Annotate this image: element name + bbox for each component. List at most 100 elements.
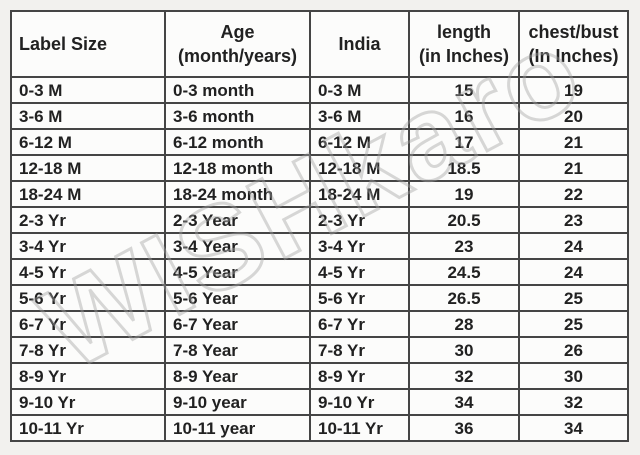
table-cell: 24.5	[408, 258, 520, 286]
table-cell: 23	[408, 232, 520, 260]
table-cell: 18.5	[408, 154, 520, 182]
table-cell: 7-8 Year	[164, 336, 311, 364]
header-cell-age: Age (month/years)	[164, 10, 311, 78]
table-cell: 21	[518, 154, 629, 182]
table-cell: 18-24 M	[10, 180, 166, 208]
header-cell-chest-bust: chest/bust (In Inches)	[518, 10, 629, 78]
table-cell: 10-11 Yr	[309, 414, 410, 442]
table-cell: 9-10 year	[164, 388, 311, 416]
table-cell: 7-8 Yr	[309, 336, 410, 364]
table-cell: 8-9 Year	[164, 362, 311, 390]
table-cell: 9-10 Yr	[10, 388, 166, 416]
table-cell: 12-18 M	[10, 154, 166, 182]
table-cell: 16	[408, 102, 520, 130]
table-cell: 0-3 M	[10, 76, 166, 104]
table-cell: 17	[408, 128, 520, 156]
table-cell: 24	[518, 232, 629, 260]
table-cell: 9-10 Yr	[309, 388, 410, 416]
table-cell: 4-5 Year	[164, 258, 311, 286]
table-cell: 6-12 M	[309, 128, 410, 156]
table-row: 3-4 Yr 3-4 Year 3-4 Yr 23 24	[10, 232, 629, 260]
table-cell: 30	[518, 362, 629, 390]
table-cell: 6-12 month	[164, 128, 311, 156]
header-cell-india: India	[309, 10, 410, 78]
table-cell: 26.5	[408, 284, 520, 312]
table-row: 0-3 M 0-3 month 0-3 M 15 19	[10, 76, 629, 104]
table-cell: 18-24 M	[309, 180, 410, 208]
table-cell: 3-6 month	[164, 102, 311, 130]
table-cell: 34	[518, 414, 629, 442]
table-cell: 18-24 month	[164, 180, 311, 208]
table-row: 5-6 Yr 5-6 Year 5-6 Yr 26.5 25	[10, 284, 629, 312]
header-subtext: (month/years)	[177, 46, 298, 66]
table-cell: 3-4 Year	[164, 232, 311, 260]
table-cell: 8-9 Yr	[10, 362, 166, 390]
table-cell: 6-7 Year	[164, 310, 311, 338]
table-cell: 2-3 Yr	[309, 206, 410, 234]
table-cell: 8-9 Yr	[309, 362, 410, 390]
table-cell: 19	[518, 76, 629, 104]
table-cell: 6-7 Yr	[309, 310, 410, 338]
table-row: 3-6 M 3-6 month 3-6 M 16 20	[10, 102, 629, 130]
table-cell: 19	[408, 180, 520, 208]
table-row: 6-7 Yr 6-7 Year 6-7 Yr 28 25	[10, 310, 629, 338]
table-cell: 3-4 Yr	[10, 232, 166, 260]
table-cell: 2-3 Year	[164, 206, 311, 234]
table-cell: 26	[518, 336, 629, 364]
header-text: length	[437, 21, 491, 42]
table-cell: 20.5	[408, 206, 520, 234]
table-cell: 25	[518, 284, 629, 312]
table-cell: 3-6 M	[10, 102, 166, 130]
table-cell: 21	[518, 128, 629, 156]
table-row: 6-12 M 6-12 month 6-12 M 17 21	[10, 128, 629, 156]
header-cell-length: length (in Inches)	[408, 10, 520, 78]
table-cell: 22	[518, 180, 629, 208]
table-header-row: Label Size Age (month/years) India lengt…	[10, 10, 629, 78]
table-row: 4-5 Yr 4-5 Year 4-5 Yr 24.5 24	[10, 258, 629, 286]
table-row: 9-10 Yr 9-10 year 9-10 Yr 34 32	[10, 388, 629, 416]
table-cell: 20	[518, 102, 629, 130]
size-chart-table: Label Size Age (month/years) India lengt…	[10, 10, 629, 442]
table-cell: 6-7 Yr	[10, 310, 166, 338]
table-cell: 6-12 M	[10, 128, 166, 156]
table-cell: 12-18 M	[309, 154, 410, 182]
table-cell: 3-6 M	[309, 102, 410, 130]
table-body: 0-3 M 0-3 month 0-3 M 15 19 3-6 M 3-6 month 3-6…	[10, 76, 629, 442]
table-cell: 30	[408, 336, 520, 364]
table-cell: 0-3 month	[164, 76, 311, 104]
table-cell: 12-18 month	[164, 154, 311, 182]
table-cell: 5-6 Year	[164, 284, 311, 312]
table-cell: 25	[518, 310, 629, 338]
table-row: 2-3 Yr 2-3 Year 2-3 Yr 20.5 23	[10, 206, 629, 234]
table-cell: 32	[408, 362, 520, 390]
table-cell: 7-8 Yr	[10, 336, 166, 364]
table-row: 12-18 M 12-18 month 12-18 M 18.5 21	[10, 154, 629, 182]
table-cell: 32	[518, 388, 629, 416]
table-cell: 3-4 Yr	[309, 232, 410, 260]
header-text: chest/bust	[528, 21, 619, 42]
table-cell: 0-3 M	[309, 76, 410, 104]
table-cell: 4-5 Yr	[10, 258, 166, 286]
table-cell: 28	[408, 310, 520, 338]
table-cell: 10-11 year	[164, 414, 311, 442]
header-text: Age	[220, 21, 255, 42]
table-cell: 36	[408, 414, 520, 442]
table-cell: 5-6 Yr	[309, 284, 410, 312]
table-row: 7-8 Yr 7-8 Year 7-8 Yr 30 26	[10, 336, 629, 364]
table-cell: 23	[518, 206, 629, 234]
header-cell-label-size: Label Size	[10, 10, 166, 78]
header-text: India	[338, 33, 381, 54]
table-row: 8-9 Yr 8-9 Year 8-9 Yr 32 30	[10, 362, 629, 390]
table-cell: 15	[408, 76, 520, 104]
table-cell: 34	[408, 388, 520, 416]
table-row: 10-11 Yr 10-11 year 10-11 Yr 36 34	[10, 414, 629, 442]
table-cell: 5-6 Yr	[10, 284, 166, 312]
table-cell: 4-5 Yr	[309, 258, 410, 286]
header-text: Label Size	[19, 33, 108, 54]
table-cell: 2-3 Yr	[10, 206, 166, 234]
table-cell: 10-11 Yr	[10, 414, 166, 442]
header-subtext: (in Inches)	[418, 46, 509, 66]
table-cell: 24	[518, 258, 629, 286]
table-row: 18-24 M 18-24 month 18-24 M 19 22	[10, 180, 629, 208]
